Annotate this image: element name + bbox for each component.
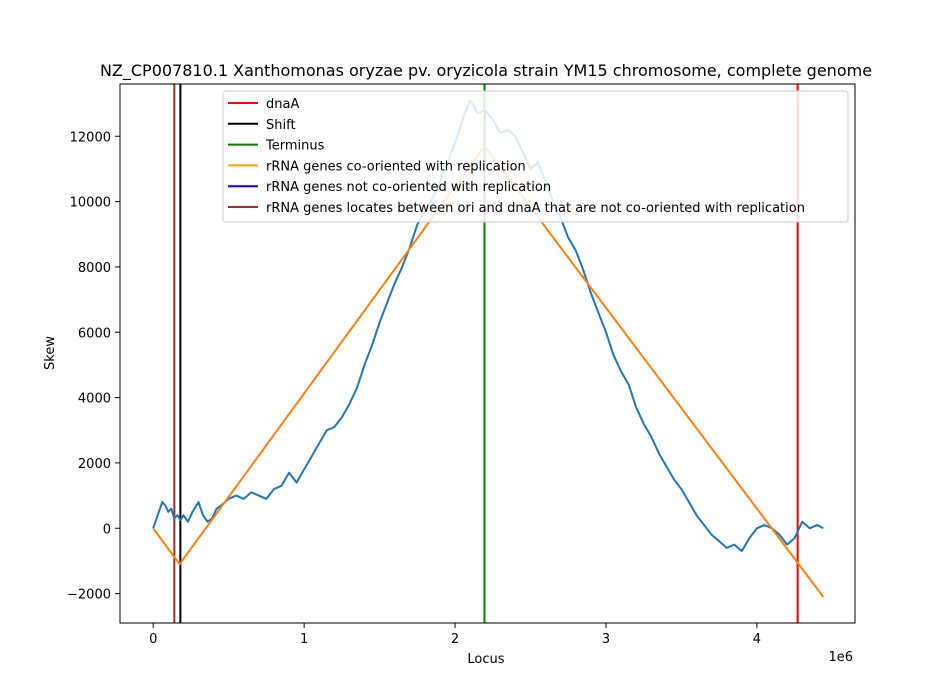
- y-tick-label: 6000: [78, 326, 111, 341]
- legend-entry-label: Terminus: [265, 139, 325, 154]
- y-tick-label: 12000: [70, 130, 111, 145]
- y-axis-label: Skew: [43, 336, 58, 370]
- y-tick-label: 2000: [78, 457, 111, 472]
- legend-entry-label: rRNA genes locates between ori and dnaA …: [266, 201, 805, 216]
- legend-box: [222, 90, 849, 223]
- y-tick-label: 8000: [78, 261, 111, 276]
- y-tick-label: 4000: [78, 392, 111, 407]
- chart-title: NZ_CP007810.1 Xanthomonas oryzae pv. ory…: [100, 61, 872, 81]
- x-tick-label: 2: [451, 632, 459, 647]
- fit-series-line: [152, 145, 825, 598]
- x-offset-label: 1e6: [828, 650, 853, 665]
- x-tick-label: 0: [149, 632, 157, 647]
- legend-entry-label: dnaA: [266, 97, 299, 112]
- legend-entry-label: rRNA genes not co-oriented with replicat…: [266, 180, 551, 195]
- legend-entry-label: Shift: [266, 118, 296, 133]
- plot-frame: [119, 83, 856, 624]
- x-tick-label: 3: [602, 632, 610, 647]
- y-tick-label: 0: [103, 522, 111, 537]
- x-axis-label: Locus: [467, 652, 504, 667]
- legend-entry-label: rRNA genes co-oriented with replication: [266, 159, 526, 174]
- x-tick-label: 1: [300, 632, 308, 647]
- x-tick-label: 4: [753, 632, 761, 647]
- y-tick-label: −2000: [67, 588, 111, 603]
- y-tick-label: 10000: [70, 196, 111, 211]
- legend: dnaA Shift Terminus rRNA genes co-oriented …: [222, 90, 849, 223]
